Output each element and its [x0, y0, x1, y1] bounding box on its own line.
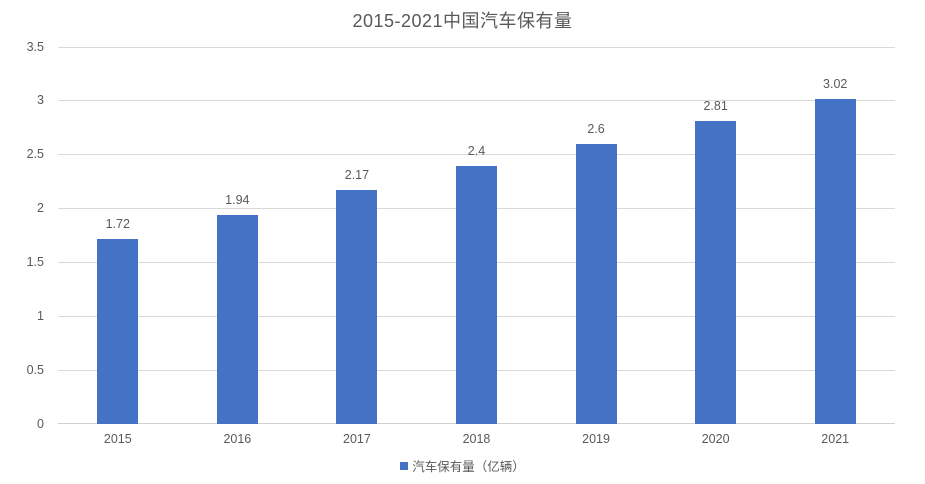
- legend: 汽车保有量（亿辆）: [0, 456, 925, 475]
- plot-area: 1.72 1.94 2.17 2.4 2.6 2.81 3.02: [58, 46, 895, 424]
- bar-value-label: 3.02: [823, 76, 848, 91]
- y-tick-label: 2: [37, 201, 44, 216]
- bar-2015: [97, 238, 139, 424]
- bar-value-label: 2.81: [703, 99, 728, 114]
- y-tick-label: 0: [37, 416, 44, 431]
- bar-value-label: 1.94: [225, 193, 250, 208]
- x-tick-label: 2018: [462, 432, 491, 446]
- bar-value-label: 2.17: [344, 168, 370, 183]
- bar-2016: [216, 215, 258, 424]
- bar-2021: [814, 98, 856, 424]
- y-tick-label: 1.5: [26, 254, 44, 269]
- y-tick-label: 2.5: [26, 147, 44, 162]
- bar-value-label: 2.4: [467, 143, 486, 158]
- bar-value-label: 2.6: [587, 121, 605, 136]
- gridline: [58, 46, 895, 48]
- x-axis: 2015 2016 2017 2018 2019 2020 2021: [58, 425, 895, 449]
- bar-2019: [575, 143, 617, 424]
- x-tick-label: 2015: [103, 432, 132, 446]
- bar-2018: [456, 165, 497, 424]
- chart-title: 2015-2021中国汽车保有量: [352, 11, 573, 31]
- gridline: [58, 100, 895, 102]
- y-tick-label: 1: [37, 308, 44, 323]
- x-tick-label: 2020: [701, 432, 730, 446]
- bar-2017: [336, 190, 378, 424]
- gridline: [58, 154, 895, 156]
- bar-value-label: 1.72: [105, 216, 130, 231]
- x-tick-label: 2016: [223, 432, 252, 446]
- x-tick-label: 2017: [343, 432, 371, 446]
- x-tick-label: 2019: [582, 432, 610, 446]
- y-tick-label: 3.5: [26, 39, 44, 54]
- x-tick-label: 2021: [821, 432, 850, 446]
- y-axis: 0 0.5 1 1.5 2 2.5 3 3.5: [0, 40, 44, 431]
- legend-square-icon: [400, 461, 409, 470]
- y-tick-label: 3: [37, 93, 44, 108]
- bar-2020: [695, 121, 737, 424]
- y-tick-label: 0.5: [26, 362, 44, 377]
- legend-label: 汽车保有量（亿辆）: [412, 460, 525, 474]
